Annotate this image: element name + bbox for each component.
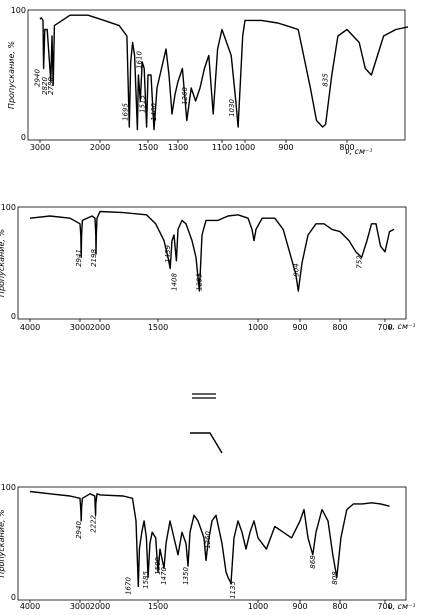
x-tick-label: 1500 bbox=[148, 323, 168, 332]
x-tick-label: 700 bbox=[377, 323, 392, 332]
peak-label: 1610 bbox=[135, 51, 143, 69]
x-tick-label: 1000 bbox=[248, 602, 268, 611]
peak-label: 2940 bbox=[34, 69, 42, 87]
plot-frame bbox=[17, 486, 407, 601]
x-axis-label: ν, см⁻¹ bbox=[345, 147, 372, 156]
peak-label: 835 bbox=[322, 73, 330, 87]
y-axis-label: Пропускание, % bbox=[0, 509, 6, 577]
x-tick-label: 2000 bbox=[90, 143, 110, 152]
x-tick-label: 3000 bbox=[30, 143, 50, 152]
structure-fragment bbox=[190, 393, 223, 454]
y-tick-label: 0 bbox=[11, 593, 16, 602]
peak-label: 2780 bbox=[47, 77, 55, 95]
x-tick-label: 800 bbox=[332, 602, 347, 611]
x-tick-label: 800 bbox=[339, 143, 354, 152]
peak-label: 1670 bbox=[124, 577, 132, 595]
x-tick-label: 900 bbox=[292, 323, 307, 332]
x-tick-label: 2000 bbox=[90, 602, 110, 611]
peak-label: 2198 bbox=[90, 249, 98, 267]
y-axis-label: Пропускание, % bbox=[7, 41, 16, 109]
peak-label: 1460 bbox=[150, 103, 158, 121]
x-tick-label: 800 bbox=[332, 323, 347, 332]
x-tick-label: 1500 bbox=[138, 143, 158, 152]
peak-label: 1500 bbox=[154, 557, 162, 575]
peak-label: 808 bbox=[331, 571, 339, 585]
peak-label: 1408 bbox=[170, 273, 178, 291]
y-tick-label: 100 bbox=[11, 6, 26, 15]
x-tick-label: 2000 bbox=[90, 323, 110, 332]
plot-frame bbox=[27, 9, 406, 141]
skeletal-bond bbox=[190, 432, 223, 454]
x-tick-label: 1500 bbox=[148, 602, 168, 611]
spectrum-line bbox=[29, 490, 390, 588]
x-tick-label: 1100 bbox=[212, 143, 232, 152]
y-tick-label: 100 bbox=[1, 483, 16, 492]
x-tick-label: 900 bbox=[278, 143, 293, 152]
peak-label: 2941 bbox=[75, 249, 83, 267]
peak-label: 1260 bbox=[204, 531, 212, 549]
x-tick-label: 4000 bbox=[20, 602, 40, 611]
x-tick-label: 1000 bbox=[248, 323, 268, 332]
peak-label: 2820 bbox=[41, 77, 49, 95]
spectrum-panel-2: Пропускание, %10004000300020001500100090… bbox=[0, 203, 415, 332]
x-axis-label: ν, см⁻¹ bbox=[388, 602, 415, 611]
x-tick-label: 3000 bbox=[70, 602, 90, 611]
peak-label: 1135 bbox=[229, 581, 237, 599]
peak-label: 868 bbox=[309, 555, 317, 569]
peak-label: 1585 bbox=[142, 571, 150, 589]
y-tick-label: 0 bbox=[21, 133, 26, 142]
x-axis-label: ν, см⁻¹ bbox=[388, 322, 415, 331]
peak-label: 1695 bbox=[121, 103, 129, 121]
x-tick-label: 1000 bbox=[235, 143, 255, 152]
peak-label: 1293 bbox=[195, 273, 203, 291]
peak-label: 1515 bbox=[139, 95, 147, 113]
peak-label: 2940 bbox=[75, 521, 83, 539]
peak-label: 1470 bbox=[160, 567, 168, 585]
x-tick-label: 3000 bbox=[70, 323, 90, 332]
peak-label: 2222 bbox=[90, 515, 98, 533]
peak-label: 1439 bbox=[164, 245, 172, 263]
x-tick-label: 700 bbox=[377, 602, 392, 611]
peak-label: 1260 bbox=[181, 87, 189, 105]
y-tick-label: 100 bbox=[1, 203, 16, 212]
plot-frame bbox=[17, 206, 407, 320]
peak-label: 904 bbox=[292, 263, 300, 276]
peak-label: 1350 bbox=[182, 567, 190, 585]
x-tick-label: 900 bbox=[292, 602, 307, 611]
peak-label: 1030 bbox=[228, 99, 236, 117]
peak-label: 752 bbox=[356, 255, 364, 269]
y-axis-label: Пропускание, % bbox=[0, 229, 6, 297]
spectrum-panel-3: Пропускание, %10004000300020001500100090… bbox=[0, 483, 415, 611]
spectrum-line bbox=[39, 14, 409, 131]
spectrum-line bbox=[29, 210, 395, 292]
x-tick-label: 4000 bbox=[20, 323, 40, 332]
y-tick-label: 0 bbox=[11, 312, 16, 321]
x-tick-label: 1300 bbox=[168, 143, 188, 152]
